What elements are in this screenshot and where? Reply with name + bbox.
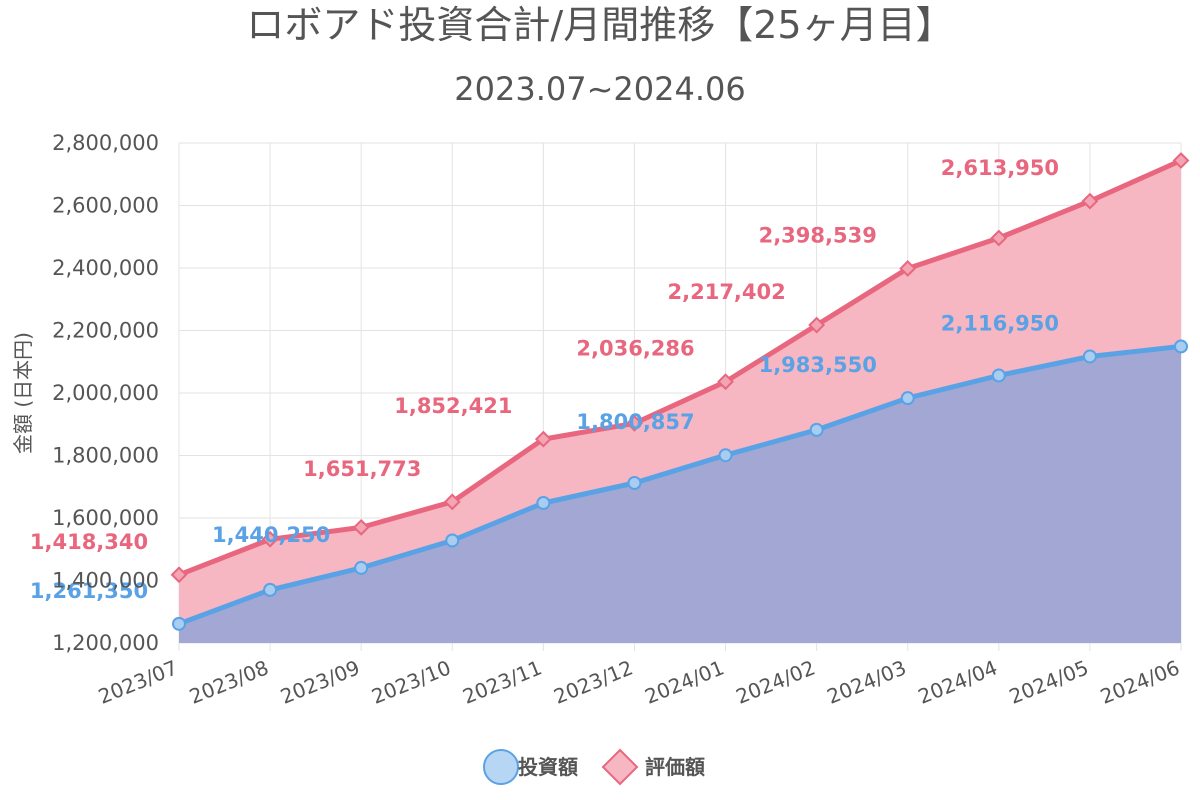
invest-point: [172, 616, 186, 631]
x-tick-label: 2023/10: [368, 655, 454, 708]
x-tick-label: 2024/04: [915, 655, 1001, 708]
eval-point: [990, 229, 1008, 247]
y-tick-label: 2,400,000: [52, 256, 159, 280]
legend-item-eval[interactable]: 評価額: [601, 748, 705, 786]
x-tick-label: 2023/11: [459, 655, 545, 708]
line-layer: [178, 158, 1183, 627]
legend-eval-label: 評価額: [645, 755, 705, 779]
y-tick-label: 2,200,000: [52, 319, 159, 343]
eval-data-label: 2,613,950: [941, 156, 1059, 180]
eval-point: [717, 373, 734, 391]
legend-invest-marker-icon: [483, 749, 519, 785]
invest-point: [809, 422, 824, 437]
x-tick-label: 2024/03: [824, 655, 910, 708]
y-tick-label: 2,600,000: [52, 194, 159, 218]
invest-area: [179, 346, 1181, 643]
eval-point: [534, 430, 552, 448]
invest-point: [354, 560, 369, 575]
x-tick-label: 2023/09: [277, 655, 363, 708]
eval-data-label: 1,852,421: [394, 394, 512, 418]
invest-point: [263, 582, 278, 597]
eval-point: [1081, 192, 1099, 210]
y-tick-label: 2,800,000: [52, 131, 159, 155]
invest-point: [1174, 339, 1188, 354]
y-tick-label: 2,000,000: [52, 381, 159, 405]
eval-data-label: 2,217,402: [668, 280, 786, 304]
invest-point: [536, 496, 551, 510]
x-tick-label: 2023/08: [186, 655, 272, 708]
eval-data-label: 1,418,340: [30, 530, 148, 554]
y-tick-label: 1,200,000: [52, 631, 159, 655]
invest-point: [900, 391, 915, 406]
invest-point: [627, 476, 642, 490]
legend-invest-label: 投資額: [518, 755, 578, 779]
x-tick-label: 2024/02: [732, 655, 818, 708]
y-tick-label: 1,400,000: [52, 569, 159, 593]
eval-point: [899, 260, 917, 277]
chart-title: ロボアド投資合計/月間推移【25ヶ月目】: [246, 3, 954, 47]
data-label-layer: 1,418,340 1,651,773 1,852,421 2,036,286 2,21…: [30, 156, 1059, 603]
legend: 投資額 評価額: [483, 748, 705, 786]
eval-line: [178, 158, 1183, 578]
x-tick-label: 2023/12: [550, 655, 636, 708]
legend-item-invest[interactable]: 投資額: [483, 749, 578, 785]
x-tick-label: 2024/06: [1097, 655, 1183, 708]
invest-data-label: 1,983,550: [759, 353, 877, 377]
x-tick-label: 2024/05: [1006, 655, 1092, 708]
eval-data-label: 2,398,539: [759, 223, 877, 247]
area-layer: [179, 160, 1181, 643]
eval-point: [808, 316, 826, 334]
eval-data-label: 1,651,773: [303, 457, 421, 481]
x-tick-label: 2023/07: [95, 655, 181, 708]
invest-point: [445, 533, 460, 548]
eval-point: [170, 566, 188, 584]
x-tick-label: 2024/01: [641, 655, 727, 708]
eval-point: [352, 518, 370, 536]
invest-data-label: 1,800,857: [576, 410, 694, 434]
invest-data-label: 1,440,250: [212, 523, 330, 547]
invest-data-label: 2,116,950: [941, 311, 1059, 335]
legend-eval-marker-icon: [601, 748, 639, 786]
eval-data-label: 2,036,286: [576, 337, 694, 361]
y-axis-title: 金額 (日本円): [11, 332, 35, 454]
chart-subtitle: 2023.07~2024.06: [454, 70, 746, 108]
y-tick-label: 1,600,000: [52, 506, 159, 530]
eval-point: [443, 493, 461, 511]
eval-point: [1172, 152, 1190, 169]
invest-point: [1082, 349, 1097, 364]
invest-point: [991, 368, 1006, 383]
marker-layer: [170, 152, 1190, 631]
eval-point: [261, 530, 279, 548]
eval-area: [179, 160, 1181, 624]
eval-point: [626, 414, 643, 432]
invest-data-label: 1,261,350: [30, 579, 148, 603]
y-tick-label: 1,800,000: [52, 444, 159, 468]
invest-point: [718, 448, 733, 463]
invest-line: [178, 343, 1182, 627]
